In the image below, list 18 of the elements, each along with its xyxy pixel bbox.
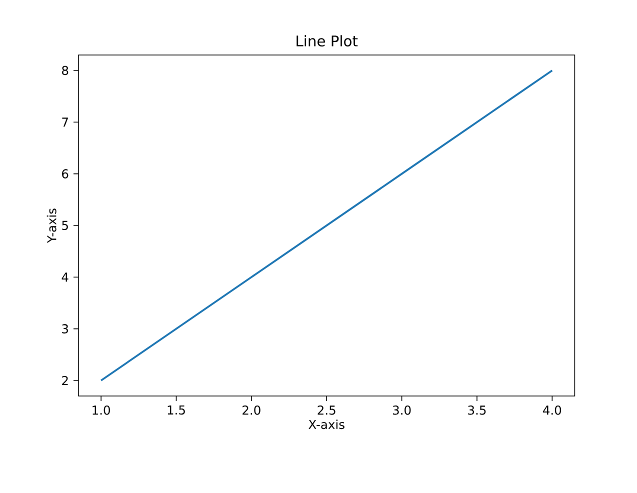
y-axis-title: Y-axis [46,208,56,244]
y-tick-label: 4 [62,272,68,282]
x-tick-label: 1.0 [92,406,110,415]
x-tick-label: 2.0 [242,406,260,415]
x-tick-label: 3.5 [468,406,486,415]
y-tick-label: 2 [62,376,68,386]
x-tick-label: 2.5 [318,406,336,415]
x-tick-label: 3.0 [392,406,411,415]
x-axis-title: X-axis [308,420,344,430]
chart-title: Line Plot [296,35,358,46]
y-tick-label: 6 [62,169,68,178]
y-tick-label: 8 [62,66,68,76]
y-tick-label: 7 [62,118,68,127]
x-tick-label: 4.0 [543,406,562,415]
y-tick-label: 5 [62,220,68,230]
y-tick-label: 3 [62,324,68,334]
x-tick-label: 1.5 [168,406,185,415]
line-series [100,70,554,382]
